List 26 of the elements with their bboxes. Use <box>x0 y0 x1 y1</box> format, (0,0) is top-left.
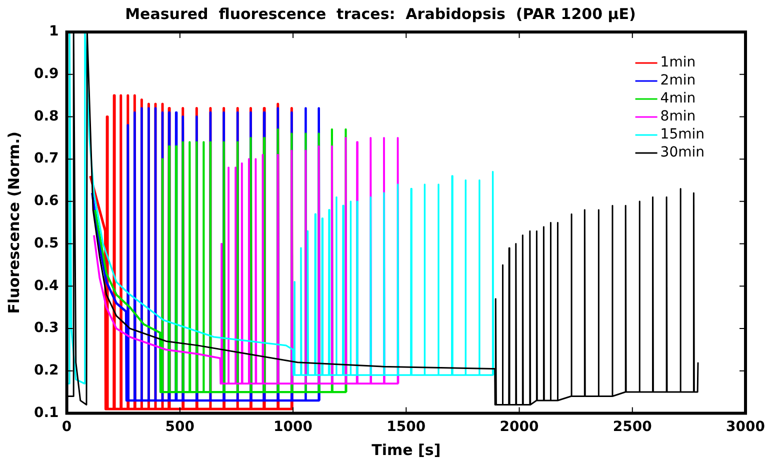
x-tick-label: 0 <box>62 419 72 436</box>
x-axis-title: Time [s] <box>372 440 441 459</box>
x-tick-label: 1000 <box>274 419 313 436</box>
y-tick-label: 0.6 <box>34 193 59 210</box>
x-tick-label: 1500 <box>386 419 426 436</box>
y-axis-title: Fluorescence (Norm.) <box>4 132 23 314</box>
legend-label: 2min <box>660 72 696 89</box>
x-tick-label: 2500 <box>612 419 652 436</box>
chart-title: Measured fluorescence traces: Arabidopsis (PAR 1200 μE) <box>125 4 636 23</box>
legend-label: 30min <box>660 144 705 161</box>
y-tick-label: 0.9 <box>34 66 59 82</box>
x-tick-label: 500 <box>165 419 195 436</box>
x-tick-label: 3000 <box>726 419 766 436</box>
legend-label: 8min <box>660 108 696 125</box>
y-tick-label: 0.7 <box>34 150 59 167</box>
legend-label: 4min <box>660 90 696 107</box>
y-tick-label: 0.8 <box>34 108 59 124</box>
y-tick-label: 0.3 <box>34 320 59 336</box>
x-tick-label: 2000 <box>500 419 540 436</box>
legend-label: 15min <box>660 126 705 143</box>
y-tick-label: 0.2 <box>34 362 59 378</box>
y-tick-label: 0.5 <box>34 235 59 252</box>
y-tick-label: 1 <box>49 24 59 40</box>
y-tick-label: 0.1 <box>34 404 59 421</box>
legend-label: 1min <box>660 54 696 71</box>
y-tick-label: 0.4 <box>34 278 60 294</box>
